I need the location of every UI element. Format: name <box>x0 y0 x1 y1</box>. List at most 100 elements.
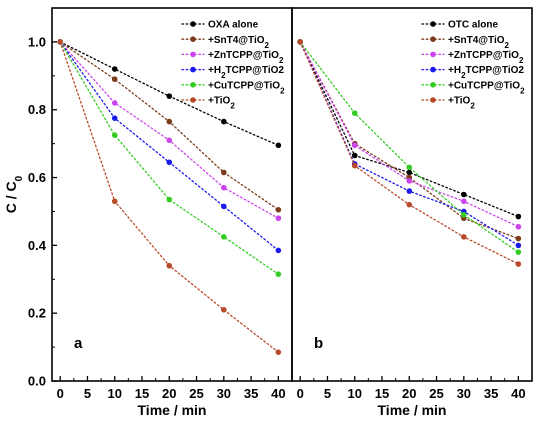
data-point <box>275 271 282 277</box>
data-point <box>221 118 227 125</box>
legend-marker <box>430 21 436 27</box>
legend-label: +TiO2 <box>448 96 475 111</box>
data-point <box>221 169 227 176</box>
data-point <box>275 142 282 149</box>
x-tick-label: 40 <box>511 386 525 401</box>
legend-marker <box>190 36 196 42</box>
x-tick-label: 25 <box>429 386 443 401</box>
x-tick-label: 35 <box>484 386 498 401</box>
x-tick-label: 10 <box>107 386 121 401</box>
legend-label: OXA alone <box>208 20 259 31</box>
x-tick-label: 30 <box>457 386 471 401</box>
data-point <box>221 306 227 313</box>
data-point <box>515 242 522 249</box>
legend-marker <box>430 66 436 73</box>
data-point <box>515 235 522 242</box>
data-point <box>351 162 358 169</box>
y-tick-label: 0.6 <box>28 170 46 185</box>
x-tick-label: 5 <box>324 386 331 401</box>
legend-marker <box>190 51 196 58</box>
legend-label: +SnT4@TiO2 <box>448 35 510 50</box>
data-point <box>406 178 413 184</box>
data-point <box>515 213 522 220</box>
legend-marker <box>190 97 196 103</box>
data-point <box>515 249 522 255</box>
data-point <box>275 349 282 355</box>
data-point <box>406 188 413 194</box>
data-point <box>406 164 413 171</box>
legend-label: +TiO2 <box>208 96 235 111</box>
data-point <box>166 118 173 125</box>
data-point <box>515 223 522 230</box>
y-axis-label: C / C0 <box>3 175 25 213</box>
series-line <box>299 41 520 253</box>
series-2 <box>297 39 522 230</box>
legend: OTC alone +SnT4@TiO2+ZnTCPP@TiO2+H2TCPP@T… <box>421 20 525 111</box>
x-tick-label: 15 <box>135 386 149 401</box>
data-point <box>406 169 413 176</box>
series-line <box>59 41 280 275</box>
x-tick-label: 0 <box>57 386 64 401</box>
x-tick-label: 10 <box>347 386 361 401</box>
x-tick-label: 30 <box>217 386 231 401</box>
y-tick-label: 0.2 <box>28 306 46 321</box>
data-point <box>275 247 282 254</box>
data-point <box>166 262 173 269</box>
legend-label: +ZnTCPP@TiO2 <box>448 50 524 65</box>
plot-frame <box>291 7 533 382</box>
y-tick-label: 0.4 <box>28 238 47 253</box>
data-point <box>351 110 358 116</box>
data-point <box>166 93 173 99</box>
x-tick-label: 0 <box>297 386 304 401</box>
legend-label: +CuTCPP@TiO2 <box>208 80 285 95</box>
data-point <box>221 234 227 240</box>
data-point <box>111 115 118 122</box>
x-tick-label: 40 <box>271 386 285 401</box>
data-point <box>166 159 173 166</box>
data-point <box>111 76 118 83</box>
data-point <box>351 142 358 149</box>
data-point <box>111 66 118 72</box>
data-point <box>166 196 173 203</box>
data-point <box>221 184 227 191</box>
legend-marker <box>190 82 196 88</box>
legend: OXA alone +SnT4@TiO2+ZnTCPP@TiO2+H2TCPP@T… <box>181 20 285 111</box>
data-point <box>111 132 118 138</box>
data-point <box>461 198 467 205</box>
data-point <box>275 206 282 213</box>
legend-marker <box>190 66 196 73</box>
data-point <box>461 212 467 218</box>
series-5 <box>57 39 282 355</box>
legend-marker <box>430 97 436 103</box>
y-tick-label: 0.8 <box>28 102 46 117</box>
legend-marker <box>430 36 436 42</box>
data-point <box>166 137 173 144</box>
y-tick-label: 1.0 <box>28 34 46 49</box>
x-tick-label: 15 <box>375 386 389 401</box>
data-point <box>461 234 467 240</box>
x-tick-label: 20 <box>402 386 416 401</box>
x-tick-label: 20 <box>162 386 176 401</box>
panel-a: 0 5 10 15 20 25 30 35 40 0.0 0.2 0.4 0.6 0.8 1.0 C / C0… <box>3 7 293 418</box>
legend-marker <box>430 51 436 58</box>
data-point <box>406 201 413 208</box>
panel-b: 0 5 10 15 20 25 30 35 40 Time / min b OTC alone +SnT… <box>291 7 533 418</box>
legend-label: +SnT4@TiO2 <box>208 35 270 50</box>
x-tick-label: 25 <box>189 386 203 401</box>
data-point <box>111 100 118 106</box>
x-tick-label: 5 <box>84 386 91 401</box>
panel-label: a <box>74 335 83 352</box>
data-point <box>221 203 227 210</box>
data-point <box>351 152 358 159</box>
data-point <box>297 39 303 45</box>
x-tick-label: 35 <box>244 386 258 401</box>
legend-marker <box>430 82 436 88</box>
legend-marker <box>190 21 196 27</box>
legend-label: +ZnTCPP@TiO2 <box>208 50 284 65</box>
y-tick-label: 0.0 <box>28 374 46 389</box>
data-point <box>461 191 467 198</box>
data-point <box>57 39 63 45</box>
legend-label: +H2TCPP@TiO2 <box>448 65 524 80</box>
series-5 <box>297 39 522 267</box>
